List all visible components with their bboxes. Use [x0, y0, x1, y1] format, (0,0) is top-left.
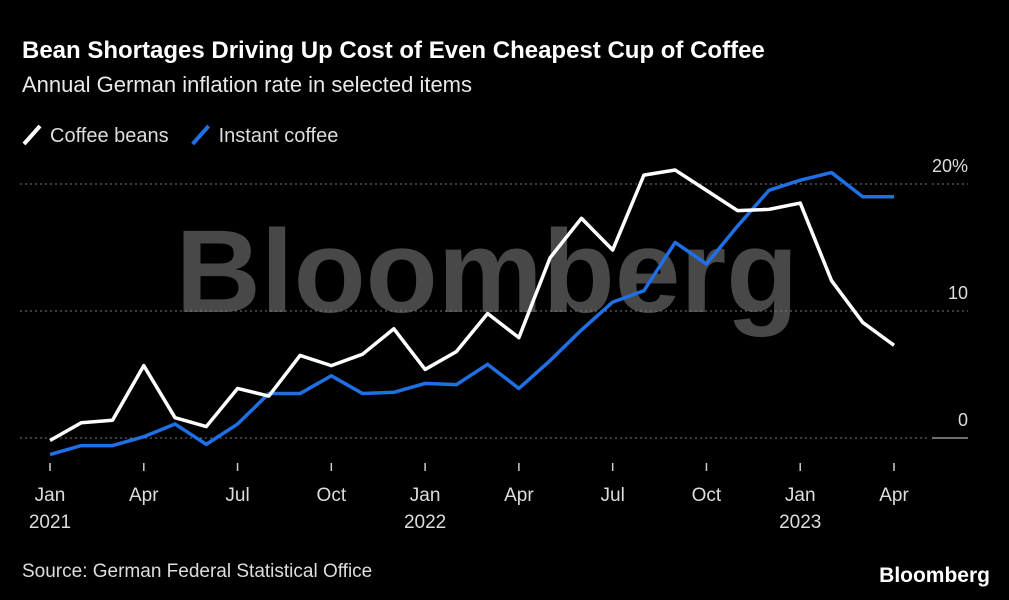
x-tick-label: Jan 2023 [779, 485, 821, 533]
x-tick-label: Apr [504, 485, 534, 506]
y-tick-label: 20% [932, 156, 968, 176]
source: Source: German Federal Statistical Offic… [22, 561, 372, 582]
watermark: Bloomberg [176, 206, 799, 338]
x-tick-label: Jul [225, 485, 249, 506]
x-tick-label: Jan 2021 [29, 485, 71, 533]
series-line [49, 168, 896, 443]
legend-label: Coffee beans [50, 125, 169, 147]
y-tick-label: 10 [948, 283, 968, 303]
x-tick-label: Jan 2022 [404, 485, 446, 533]
y-tick-label: 0 [958, 410, 968, 430]
chart-title: Bean Shortages Driving Up Cost of Even C… [22, 37, 765, 64]
legend-swatch [191, 124, 211, 146]
legend-label: Instant coffee [219, 125, 339, 147]
x-tick-label: Oct [692, 485, 722, 506]
brand: Bloomberg [879, 564, 990, 587]
x-tick-label: Apr [129, 485, 159, 506]
series-line [49, 170, 894, 457]
x-tick-label: Jul [601, 485, 625, 506]
x-tick-label: Oct [317, 485, 347, 506]
chart-subtitle: Annual German inflation rate in selected… [22, 72, 472, 97]
x-tick-label: Apr [879, 485, 909, 506]
legend-swatch [22, 124, 42, 146]
